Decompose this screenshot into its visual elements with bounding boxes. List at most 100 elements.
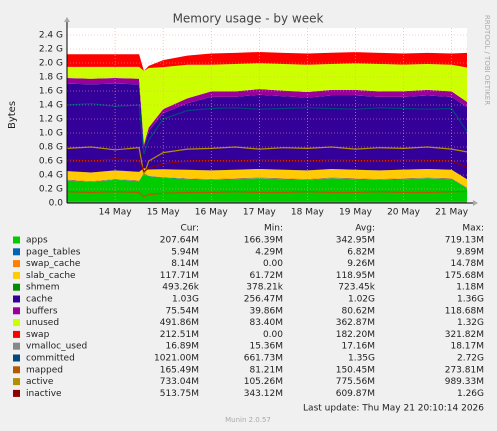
legend-value: 14.78M: [450, 259, 484, 269]
legend-value: 212.51M: [160, 330, 199, 340]
area: [67, 83, 467, 180]
plot: [66, 52, 468, 203]
legend-value: 118.68M: [445, 306, 484, 316]
area: [67, 168, 467, 188]
legend-value: 182.20M: [336, 330, 375, 340]
legend-value: 1.02G: [348, 295, 375, 305]
legend-value: 207.64M: [160, 236, 199, 246]
legend-value: 105.26M: [244, 377, 283, 387]
column-header: Avg:: [355, 224, 375, 234]
x-tick-label: 18 May: [291, 208, 325, 218]
legend-label: inactive: [26, 389, 62, 399]
legend-label: swap_cache: [26, 259, 81, 269]
legend-value: 0.00: [263, 330, 283, 340]
legend-label: swap: [26, 330, 50, 340]
column-header: Min:: [264, 224, 283, 234]
y-tick-label: 2.2 G: [39, 45, 63, 55]
y-tick-label: 0.6 G: [39, 157, 63, 167]
legend-value: 493.26k: [162, 283, 199, 293]
y-tick-label: 1.0 G: [39, 129, 63, 139]
legend-swatch: [13, 283, 20, 291]
legend-value: 719.13M: [445, 236, 484, 246]
x-tick-label: 21 May: [435, 208, 469, 218]
y-tick-label: 2.0 G: [39, 59, 63, 69]
legend-label: slab_cache: [26, 271, 76, 281]
legend-swatch: [13, 271, 20, 279]
footer: Munin 2.0.57: [225, 416, 271, 424]
legend-value: 362.87M: [336, 318, 375, 328]
legend-swatch: [13, 330, 20, 338]
area: [67, 52, 467, 71]
legend-swatch: [13, 389, 20, 397]
legend-label: mapped: [26, 365, 63, 375]
legend-value: 609.87M: [336, 389, 375, 399]
x-tick-label: 17 May: [243, 208, 277, 218]
legend-value: 273.81M: [445, 365, 484, 375]
legend-value: 342.95M: [336, 236, 375, 246]
legend-value: 5.94M: [171, 247, 199, 257]
x-tick-label: 15 May: [147, 208, 181, 218]
legend-label: apps: [26, 236, 48, 246]
legend-swatch: [13, 260, 20, 268]
legend-value: 378.21k: [246, 283, 283, 293]
legend-value: 1.03G: [172, 295, 199, 305]
legend-swatch: [13, 354, 20, 362]
legend-label: vmalloc_used: [26, 342, 87, 352]
legend-label: buffers: [26, 306, 58, 316]
legend-swatch: [13, 342, 20, 350]
legend-value: 8.14M: [171, 259, 199, 269]
legend-value: 39.86M: [249, 306, 283, 316]
legend-value: 343.12M: [244, 389, 283, 399]
legend-swatch: [13, 248, 20, 256]
legend-value: 321.82M: [445, 330, 484, 340]
area: [67, 173, 467, 203]
legend-value: 0.00: [263, 259, 283, 269]
legend-value: 513.75M: [160, 389, 199, 399]
x-arrow: [473, 200, 478, 206]
legend-value: 17.16M: [341, 342, 375, 352]
legend-swatch: [13, 378, 20, 386]
watermark: RRDTOOL / TOBI OETIKER: [483, 15, 491, 105]
y-tick-label: 0.4 G: [39, 171, 63, 181]
legend-value: 1021.00M: [154, 354, 199, 364]
legend-value: 165.49M: [160, 365, 199, 375]
legend-value: 80.62M: [341, 306, 375, 316]
y-tick-label: 0.0: [49, 199, 64, 209]
column-header: Max:: [462, 224, 484, 234]
legend-label: active: [26, 377, 54, 387]
legend-label: unused: [26, 318, 59, 328]
legend-value: 661.73M: [244, 354, 283, 364]
legend-label: cache: [26, 295, 53, 305]
legend-value: 1.32G: [457, 318, 484, 328]
legend-value: 775.56M: [336, 377, 375, 387]
legend-value: 9.26M: [347, 259, 375, 269]
legend-label: committed: [26, 354, 75, 364]
legend-value: 15.36M: [249, 342, 283, 352]
x-tick-label: 14 May: [99, 208, 133, 218]
legend-value: 491.86M: [160, 318, 199, 328]
x-tick-label: 20 May: [387, 208, 421, 218]
legend-value: 256.47M: [244, 295, 283, 305]
legend-swatch: [13, 307, 20, 315]
legend-value: 1.26G: [457, 389, 484, 399]
line: [66, 190, 468, 198]
legend-value: 1.36G: [457, 295, 484, 305]
legend-value: 118.95M: [336, 271, 375, 281]
y-tick-label: 1.2 G: [39, 115, 63, 125]
y-tick-label: 1.4 G: [39, 101, 63, 111]
legend-value: 16.89M: [165, 342, 199, 352]
legend-value: 4.29M: [255, 247, 283, 257]
legend-label: page_tables: [26, 247, 81, 257]
y-tick-label: 0.8 G: [39, 143, 63, 153]
legend-value: 117.71M: [160, 271, 199, 281]
legend-value: 75.54M: [165, 306, 199, 316]
x-tick-label: 19 May: [339, 208, 373, 218]
legend-value: 175.68M: [445, 271, 484, 281]
grid: [67, 28, 467, 204]
area: [67, 63, 467, 145]
legend-value: 733.04M: [160, 377, 199, 387]
legend-value: 150.45M: [336, 365, 375, 375]
y-tick-label: 1.6 G: [39, 87, 63, 97]
